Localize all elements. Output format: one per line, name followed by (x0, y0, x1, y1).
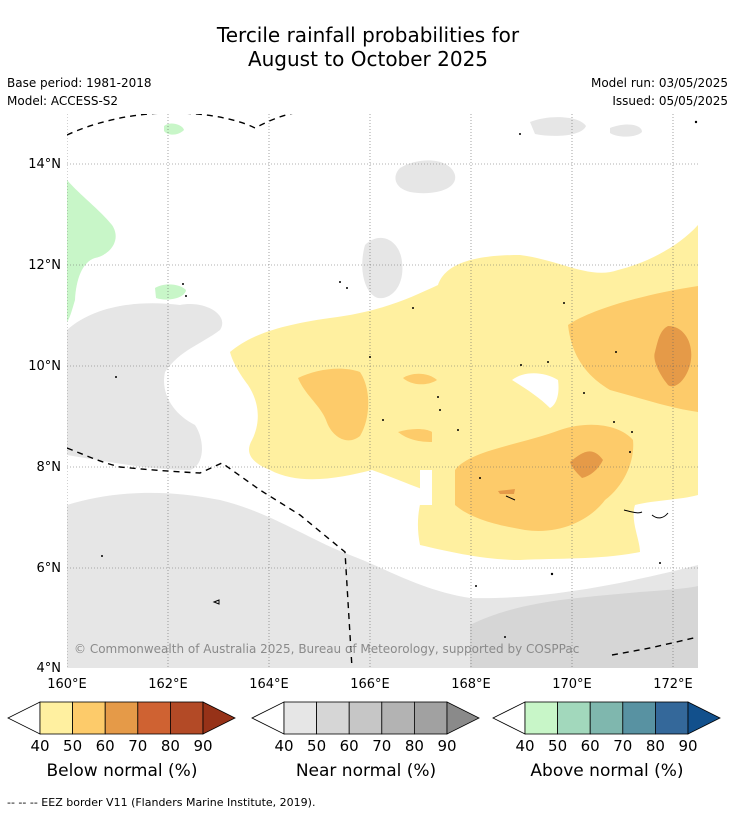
colorbar-tick-label: 40 (515, 737, 534, 755)
colorbar-segment (169, 701, 204, 735)
colorbar-extend-low (7, 701, 41, 735)
colorbars: 40 50 60 70 80 90 40 50 60 70 80 90 40 50 60 70 80 90 (7, 701, 721, 755)
near-normal-region-center (362, 237, 403, 299)
colorbar-tick-label: 80 (405, 737, 424, 755)
colorbar-tick-label: 50 (548, 737, 567, 755)
colorbar-tick-label: 90 (193, 737, 212, 755)
lon-tick-label: 170°E (552, 677, 592, 692)
lon-tick-label: 162°E (148, 677, 188, 692)
below-normal-50-region-central (455, 424, 634, 531)
colorbar-segment (381, 701, 415, 735)
near-normal-region-west (67, 303, 223, 470)
issued-date: Issued: 05/05/2025 (612, 94, 728, 108)
colorbar-segment (72, 701, 106, 735)
lat-tick-label: 8°N (37, 460, 62, 475)
colorbar-segment (283, 701, 317, 735)
colorbar-extend-low (492, 701, 526, 735)
below-normal-50-region-small2 (398, 429, 432, 442)
lat-tick-label: 12°N (28, 258, 61, 273)
near-normal-label: Near normal (%) (295, 761, 437, 781)
colorbar-extend-high (687, 701, 721, 735)
map-plot-area: © Commonwealth of Australia 2025, Bureau… (67, 114, 698, 668)
lat-tick-label: 6°N (37, 561, 62, 576)
eez-borders (67, 114, 698, 668)
colorbar-segment (655, 701, 689, 735)
colorbar-extend-high (446, 701, 480, 735)
below-normal-colorbar: 40 50 60 70 80 90 (7, 701, 236, 755)
colorbar-extend-low (251, 701, 285, 735)
model-name: Model: ACCESS-S2 (7, 94, 119, 108)
longitude-labels: 160°E 162°E 164°E 166°E 168°E 170°E 172°… (47, 677, 693, 692)
colorbar-tick-label: 40 (274, 737, 293, 755)
below-normal-60-region-east (654, 326, 692, 387)
below-normal-60-region-central (570, 451, 603, 478)
colorbar-segment (104, 701, 139, 735)
below-normal-label: Below normal (%) (46, 761, 198, 781)
above-normal-region-small2 (164, 123, 184, 135)
colorbar-segment (413, 701, 448, 735)
latitude-labels: 14°N 12°N 10°N 8°N 6°N 4°N (28, 157, 61, 676)
colorbar-segment (348, 701, 383, 735)
island-marks (101, 120, 698, 638)
near-normal-region-south-dark (470, 586, 698, 668)
colorbar-segment (622, 701, 656, 735)
below-normal-50-region-west (298, 368, 369, 441)
lon-tick-label: 164°E (249, 677, 289, 692)
below-normal-50-region-small1 (403, 373, 437, 385)
colorbar-segment (557, 701, 591, 735)
colorbar-extend-high (202, 701, 236, 735)
colorbar-tick-label: 80 (161, 737, 180, 755)
lon-tick-label: 172°E (653, 677, 693, 692)
colorbar-tick-label: 70 (128, 737, 147, 755)
model-run: Model run: 03/05/2025 (590, 76, 728, 90)
near-normal-colorbar: 40 50 60 70 80 90 (251, 701, 480, 755)
lon-tick-label: 168°E (451, 677, 491, 692)
lon-tick-label: 166°E (350, 677, 390, 692)
above-normal-colorbar: 40 50 60 70 80 90 (492, 701, 721, 755)
colorbar-tick-label: 60 (340, 737, 359, 755)
map-title-line2: August to October 2025 (247, 47, 489, 71)
lat-tick-label: 4°N (37, 661, 62, 676)
coastlines (212, 495, 669, 605)
below-normal-60-region-small (498, 489, 515, 494)
above-normal-region-west (67, 180, 116, 322)
colorbar-tick-label: 60 (96, 737, 115, 755)
colorbar-segment (39, 701, 73, 735)
near-normal-region-northeast (530, 117, 642, 137)
colorbar-segment (589, 701, 624, 735)
copyright-text: © Commonwealth of Australia 2025, Bureau… (74, 642, 579, 656)
colorbar-tick-label: 50 (63, 737, 82, 755)
lon-tick-label: 160°E (47, 677, 87, 692)
colorbar-tick-label: 40 (30, 737, 49, 755)
above-normal-label: Above normal (%) (530, 761, 684, 781)
colorbar-tick-label: 70 (372, 737, 391, 755)
above-normal-region-small1 (155, 284, 186, 300)
colorbar-segment (137, 701, 171, 735)
colorbar-tick-label: 90 (437, 737, 456, 755)
colorbar-segment (524, 701, 558, 735)
map-gridlines (67, 114, 698, 668)
colorbar-tick-label: 80 (646, 737, 665, 755)
colorbar-tick-label: 60 (581, 737, 600, 755)
meta-right: Model run: 03/05/2025 Issued: 05/05/2025 (591, 74, 728, 110)
colorbar-tick-label: 70 (613, 737, 632, 755)
white-hole-2 (420, 470, 432, 505)
lat-tick-label: 10°N (28, 359, 61, 374)
near-normal-region-north (395, 160, 456, 194)
white-hole-1 (512, 373, 559, 408)
colorbar-tick-label: 50 (307, 737, 326, 755)
base-period: Base period: 1981-2018 (7, 76, 152, 90)
colorbar-tick-label: 90 (678, 737, 697, 755)
map-title-line1: Tercile rainfall probabilities for (216, 23, 520, 47)
colorbar-segment (316, 701, 350, 735)
lat-tick-label: 14°N (28, 157, 61, 172)
meta-left: Base period: 1981-2018 Model: ACCESS-S2 (7, 74, 152, 110)
eez-footnote: -- -- -- EEZ border V11 (Flanders Marine… (7, 796, 316, 809)
